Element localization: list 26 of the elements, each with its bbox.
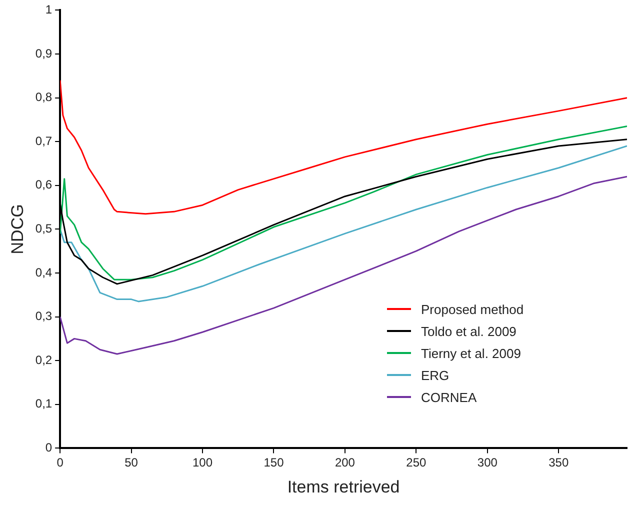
y-tick-label: 0,6 xyxy=(35,178,52,192)
legend-label: Toldo et al. 2009 xyxy=(421,324,516,339)
x-tick-label: 300 xyxy=(477,456,498,470)
legend-label: Proposed method xyxy=(421,302,524,317)
y-tick-label: 0,2 xyxy=(35,352,52,367)
y-tick-label: 0,1 xyxy=(35,396,52,411)
legend-label: ERG xyxy=(421,368,450,383)
y-tick-label: 0,4 xyxy=(35,265,52,280)
x-tick-label: 200 xyxy=(334,456,356,470)
y-tick-label: 1 xyxy=(45,2,52,17)
y-tick-label: 0,5 xyxy=(35,222,52,236)
x-tick-label: 350 xyxy=(548,456,569,470)
x-tick-label: 50 xyxy=(124,456,138,470)
y-tick-label: 0,8 xyxy=(35,90,52,104)
x-tick-label: 150 xyxy=(264,456,284,470)
y-axis-title: NDCG xyxy=(8,204,27,254)
legend-label: Tierny et al. 2009 xyxy=(421,346,521,361)
x-tick-label: 100 xyxy=(192,456,213,470)
legend-label: CORNEA xyxy=(421,390,477,405)
y-tick-label: 0,3 xyxy=(35,309,52,324)
y-tick-label: 0 xyxy=(45,440,52,455)
y-tick-label: 0,7 xyxy=(35,134,52,148)
x-axis-title: Items retrieved xyxy=(287,477,400,496)
y-tick-label: 0,9 xyxy=(35,46,52,60)
x-tick-label: 250 xyxy=(406,456,427,470)
x-tick-label: 0 xyxy=(56,456,64,470)
